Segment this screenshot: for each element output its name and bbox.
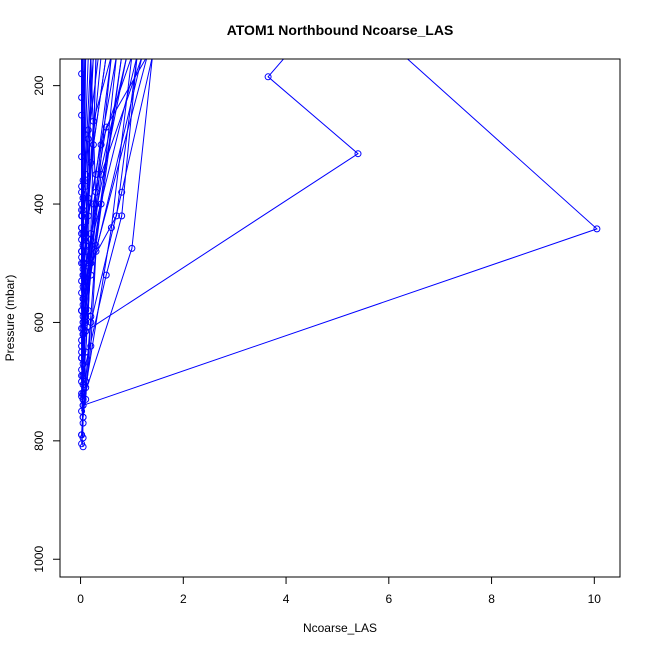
data-point <box>78 200 86 208</box>
data-point <box>82 283 90 291</box>
x-tick-label: 0 <box>77 592 84 606</box>
y-tick-label: 800 <box>32 431 46 451</box>
series-line <box>85 59 133 388</box>
series-layer <box>78 59 601 451</box>
x-tick-label: 2 <box>180 592 187 606</box>
data-point <box>118 188 126 196</box>
series-line <box>82 59 92 335</box>
data-point <box>78 431 86 439</box>
series-line <box>82 59 598 406</box>
y-axis: 200 400 600 800 1000 <box>32 75 61 573</box>
y-axis-label: Pressure (mbar) <box>3 275 17 362</box>
data-point <box>107 224 115 232</box>
series-50 <box>79 59 601 409</box>
data-point <box>82 318 90 326</box>
data-point <box>84 262 92 270</box>
series-29 <box>78 59 86 78</box>
series-line <box>85 59 117 323</box>
data-point <box>113 212 120 220</box>
series-line <box>87 59 147 311</box>
data-point <box>82 395 90 403</box>
series-47 <box>82 59 94 178</box>
data-point <box>79 413 87 421</box>
data-point <box>78 94 86 101</box>
data-point <box>82 327 90 335</box>
data-point <box>97 170 105 178</box>
data-point <box>78 212 86 220</box>
x-axis-label: Ncoarse_LAS <box>303 621 377 635</box>
data-point <box>78 342 86 350</box>
chart-title: ATOM1 Northbound Ncoarse_LAS <box>227 22 454 38</box>
data-point <box>89 200 97 208</box>
data-point <box>78 354 86 362</box>
y-tick-label: 1000 <box>32 546 46 573</box>
x-tick-label: 8 <box>488 592 495 606</box>
series-line <box>85 59 94 175</box>
data-point <box>84 126 92 134</box>
x-tick-label: 4 <box>283 592 290 606</box>
data-point <box>102 271 110 279</box>
series-line <box>82 59 153 400</box>
x-tick-label: 10 <box>588 592 602 606</box>
x-tick-label: 6 <box>385 592 392 606</box>
data-point <box>78 70 86 78</box>
y-tick-label: 200 <box>32 75 46 95</box>
data-point <box>593 225 601 233</box>
data-point <box>118 212 126 220</box>
data-point <box>78 230 86 238</box>
data-point <box>82 348 90 356</box>
data-point <box>78 182 86 190</box>
data-point <box>79 401 87 409</box>
series-49 <box>82 59 362 335</box>
series-line <box>85 59 112 287</box>
data-point <box>264 73 272 81</box>
data-point <box>92 170 100 178</box>
series-line <box>85 59 142 353</box>
series-line <box>85 59 359 332</box>
y-tick-label: 600 <box>32 312 46 332</box>
data-point <box>354 150 362 158</box>
data-point <box>82 170 90 178</box>
data-point <box>97 141 105 149</box>
data-point <box>128 244 136 252</box>
y-tick-label: 400 <box>32 194 46 214</box>
data-point <box>89 141 97 149</box>
x-axis: 0 2 4 6 8 10 <box>77 576 602 606</box>
